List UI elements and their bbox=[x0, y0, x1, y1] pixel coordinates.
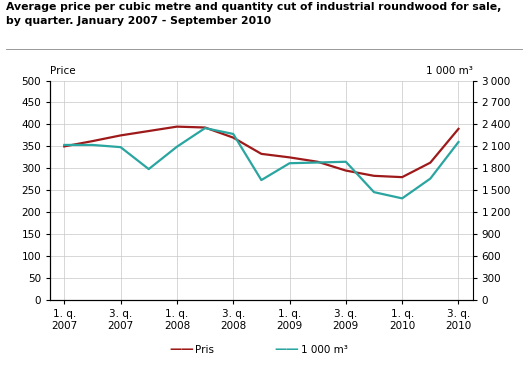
Pris bbox=[202, 125, 208, 130]
Text: ——: —— bbox=[169, 343, 194, 356]
1 000 m³ bbox=[230, 132, 237, 136]
Pris bbox=[286, 155, 293, 160]
1 000 m³ bbox=[315, 160, 321, 165]
Text: 1 000 m³: 1 000 m³ bbox=[426, 66, 473, 76]
1 000 m³ bbox=[202, 126, 208, 130]
Pris bbox=[399, 175, 406, 179]
1 000 m³ bbox=[343, 160, 349, 164]
Pris bbox=[146, 129, 152, 133]
1 000 m³ bbox=[174, 145, 180, 149]
Pris bbox=[455, 127, 461, 131]
Line: 1 000 m³: 1 000 m³ bbox=[64, 128, 458, 198]
Pris bbox=[61, 144, 68, 149]
1 000 m³ bbox=[61, 143, 68, 147]
Pris bbox=[174, 124, 180, 129]
1 000 m³ bbox=[117, 145, 124, 149]
1 000 m³ bbox=[286, 161, 293, 165]
Line: Pris: Pris bbox=[64, 127, 458, 177]
Pris bbox=[230, 135, 237, 140]
1 000 m³ bbox=[455, 140, 461, 144]
1 000 m³ bbox=[427, 176, 433, 181]
1 000 m³ bbox=[89, 143, 96, 147]
Pris bbox=[258, 152, 265, 156]
Text: by quarter. January 2007 - September 2010: by quarter. January 2007 - September 201… bbox=[6, 16, 271, 26]
Pris bbox=[427, 160, 433, 165]
1 000 m³ bbox=[258, 178, 265, 182]
Pris bbox=[117, 133, 124, 138]
Text: Average price per cubic metre and quantity cut of industrial roundwood for sale,: Average price per cubic metre and quanti… bbox=[6, 2, 502, 12]
1 000 m³ bbox=[399, 196, 406, 201]
Pris bbox=[315, 160, 321, 164]
Text: Pris: Pris bbox=[195, 344, 214, 355]
Pris bbox=[343, 168, 349, 173]
Pris bbox=[371, 173, 377, 178]
Pris bbox=[89, 139, 96, 143]
1 000 m³ bbox=[146, 167, 152, 171]
Text: ——: —— bbox=[275, 343, 299, 356]
1 000 m³ bbox=[371, 190, 377, 194]
Text: Price: Price bbox=[50, 66, 76, 76]
Text: 1 000 m³: 1 000 m³ bbox=[301, 344, 348, 355]
